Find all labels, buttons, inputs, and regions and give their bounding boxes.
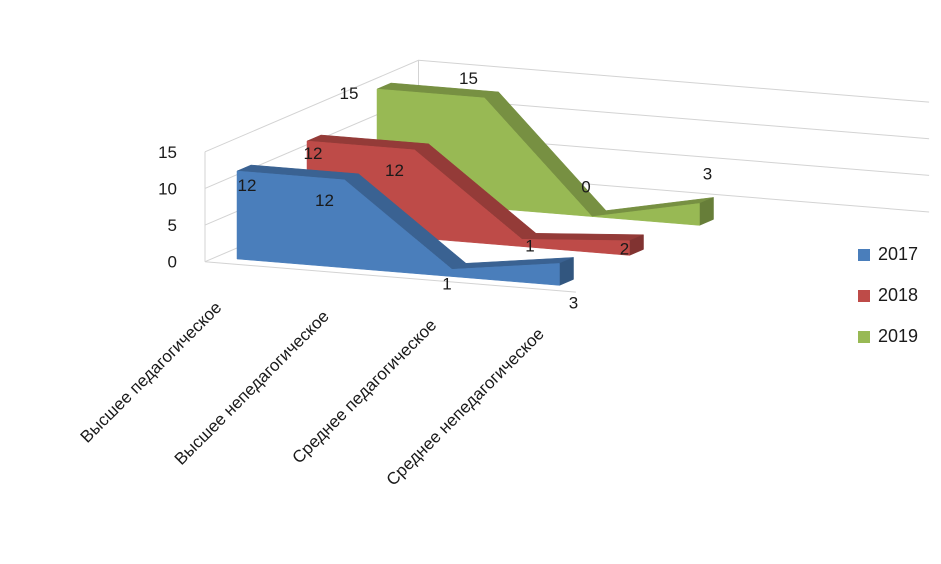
- data-label: 3: [703, 164, 712, 183]
- y-tick-label: 15: [158, 143, 177, 162]
- legend-label-2017: 2017: [878, 244, 919, 264]
- data-label: 12: [315, 191, 334, 210]
- legend-item-2018: 2018: [858, 275, 918, 316]
- data-label: 12: [238, 176, 257, 195]
- series-layer: [236, 82, 714, 286]
- series-2017: [236, 164, 574, 286]
- data-label: 1: [442, 274, 451, 293]
- data-label: 2: [620, 240, 629, 259]
- y-tick-label: 5: [168, 216, 177, 235]
- legend-item-2017: 2017: [858, 234, 918, 275]
- legend-item-2019: 2019: [858, 316, 918, 357]
- data-label: 12: [304, 144, 323, 163]
- data-label: 15: [340, 84, 359, 103]
- series-2017-front: [236, 170, 560, 286]
- y-tick-label: 10: [158, 179, 177, 198]
- legend: 2017 2018 2019: [858, 234, 918, 357]
- legend-swatch-2017: [858, 248, 870, 261]
- legend-label-2019: 2019: [878, 326, 919, 346]
- data-label: 3: [569, 293, 578, 312]
- legend-label-2018: 2018: [878, 285, 919, 305]
- y-tick-label: 0: [168, 253, 177, 272]
- data-label: 1: [525, 236, 534, 255]
- data-label: 15: [459, 69, 478, 88]
- legend-swatch-2019: [858, 330, 870, 343]
- data-label: 0: [581, 178, 590, 197]
- legend-swatch-2018: [858, 289, 870, 302]
- floor-edge: [204, 261, 576, 293]
- data-label: 12: [385, 161, 404, 180]
